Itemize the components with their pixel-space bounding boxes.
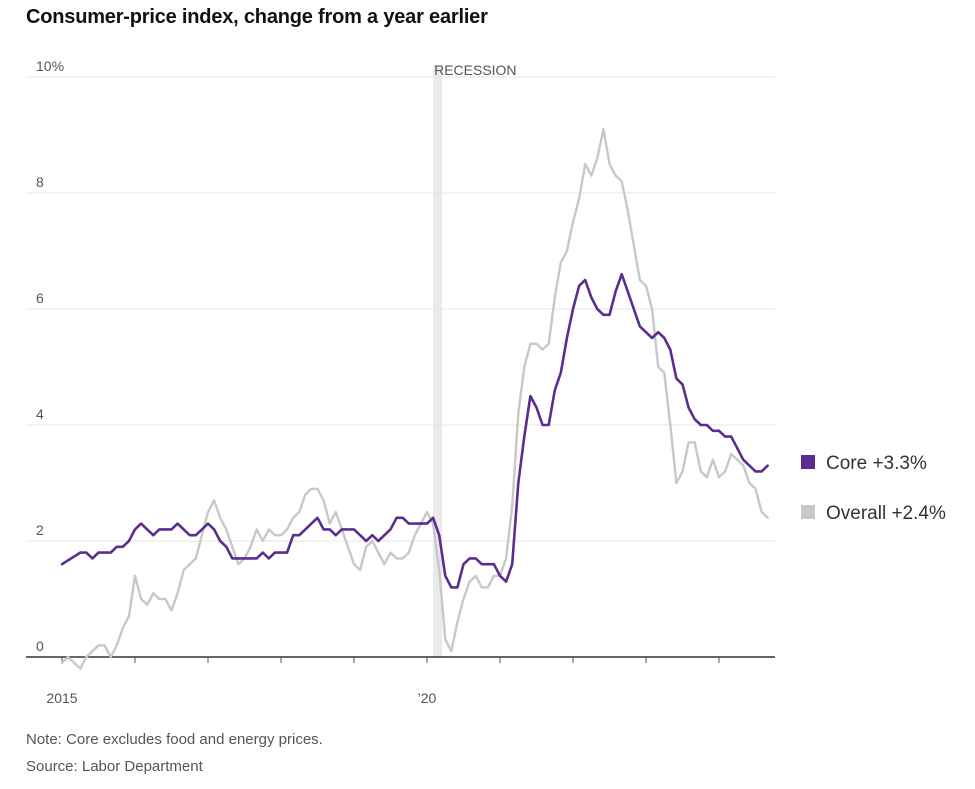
series-lines	[60, 127, 769, 670]
legend-swatch-overall	[801, 505, 815, 519]
y-tick-label: 2	[36, 522, 44, 538]
chart-title: Consumer-price index, change from a year…	[26, 6, 488, 28]
chart-source: Source: Labor Department	[26, 758, 203, 775]
y-tick-label: 6	[36, 290, 44, 306]
x-tick-label: 2015	[46, 690, 77, 706]
series-line-overall	[60, 127, 769, 670]
legend-swatch-core	[801, 455, 815, 469]
legend-label-core: Core +3.3%	[826, 453, 927, 474]
x-tick-label: ’20	[418, 690, 437, 706]
recession-label: RECESSION	[434, 62, 516, 78]
y-tick-label: 0	[36, 638, 44, 654]
recession-band	[433, 65, 443, 657]
x-axis-ticks: 2015 ’20	[46, 657, 720, 706]
legend: Core +3.3% Overall +2.4%	[801, 453, 946, 524]
y-tick-label: 4	[36, 406, 44, 422]
y-tick-label: 8	[36, 174, 44, 190]
recession-band-layer: RECESSION	[433, 62, 517, 657]
y-axis-ticks: 0 2 4 6 8 10%	[36, 58, 64, 654]
gridlines	[26, 76, 775, 658]
chart-note: Note: Core excludes food and energy pric…	[26, 731, 323, 748]
legend-label-overall: Overall +2.4%	[826, 503, 946, 524]
series-line-core	[60, 272, 769, 589]
y-tick-label: 10%	[36, 58, 64, 74]
